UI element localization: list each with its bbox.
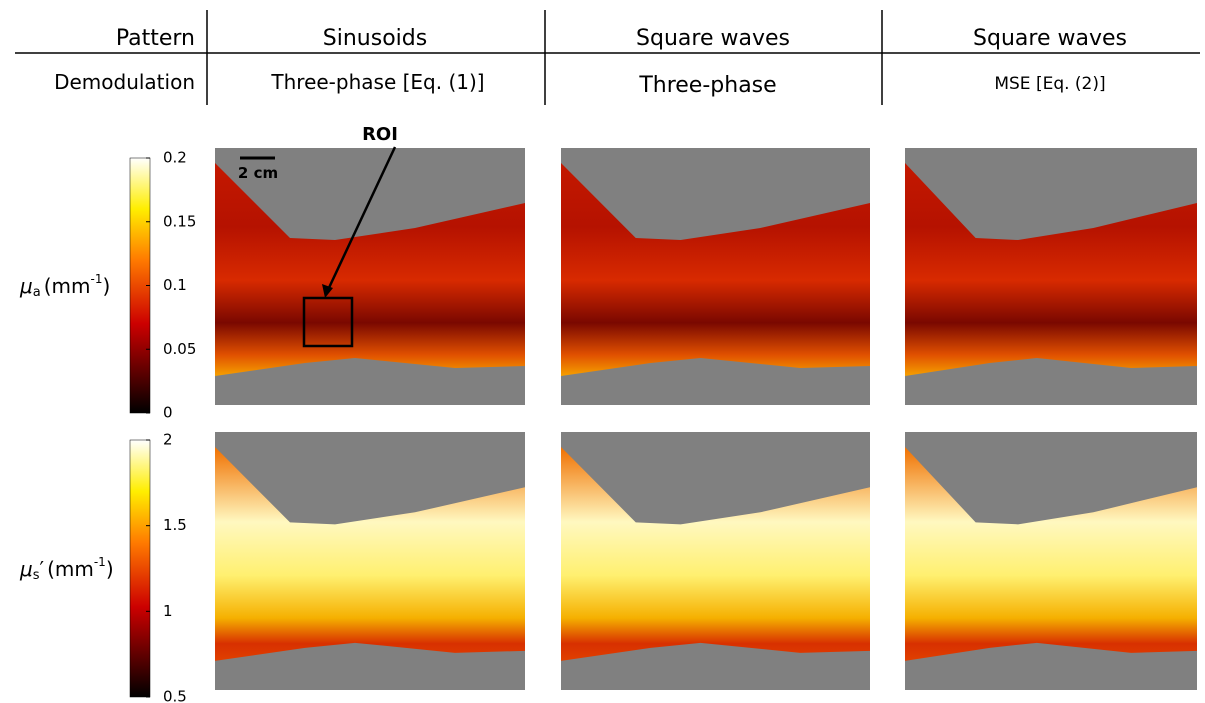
symbol: μ (19, 274, 33, 298)
roi-label: ROI (362, 124, 398, 145)
colorbar-tick-label: 0.2 (163, 149, 187, 167)
column-subheader: MSE [Eq. (2)] (994, 74, 1105, 94)
colorbar-tick-label: 0.05 (163, 340, 196, 358)
colorbar (130, 440, 150, 697)
unit-close: ) (102, 274, 110, 298)
row-label: Pattern (116, 26, 195, 51)
column-header: Square waves (973, 26, 1127, 51)
colorbar-tick-label: 0 (163, 404, 173, 422)
colorbar-tick-label: 0.1 (163, 276, 187, 294)
mus-label: μs′(mm-1) (19, 555, 114, 583)
column-header: Sinusoids (323, 26, 427, 51)
map-panels (215, 148, 1197, 690)
colorbar-tick-label: 1 (163, 602, 173, 620)
scale-bar-label: 2 cm (238, 164, 278, 182)
colorbar-tick-label: 2 (163, 431, 173, 449)
prime: ′ (40, 557, 45, 581)
column-header: Square waves (636, 26, 790, 51)
subscript: a (33, 285, 41, 300)
colorbar-tick-label: 0.15 (163, 212, 196, 230)
colorbar-tick-label: 0.5 (163, 688, 187, 703)
unit: (mm (44, 274, 91, 298)
exponent: -1 (90, 272, 102, 286)
unit: (mm (47, 557, 94, 581)
colorbar-tick-label: 1.5 (163, 516, 187, 534)
figure: Pattern Sinusoids Square waves Square wa… (0, 0, 1205, 703)
row-label: Demodulation (54, 70, 195, 94)
unit-close: ) (106, 557, 114, 581)
exponent: -1 (94, 555, 106, 569)
symbol: μ (19, 557, 33, 581)
column-subheader: Three-phase (638, 73, 776, 98)
column-subheader: Three-phase [Eq. (1)] (270, 70, 484, 94)
mua-label: μa(mm-1) (19, 272, 110, 300)
